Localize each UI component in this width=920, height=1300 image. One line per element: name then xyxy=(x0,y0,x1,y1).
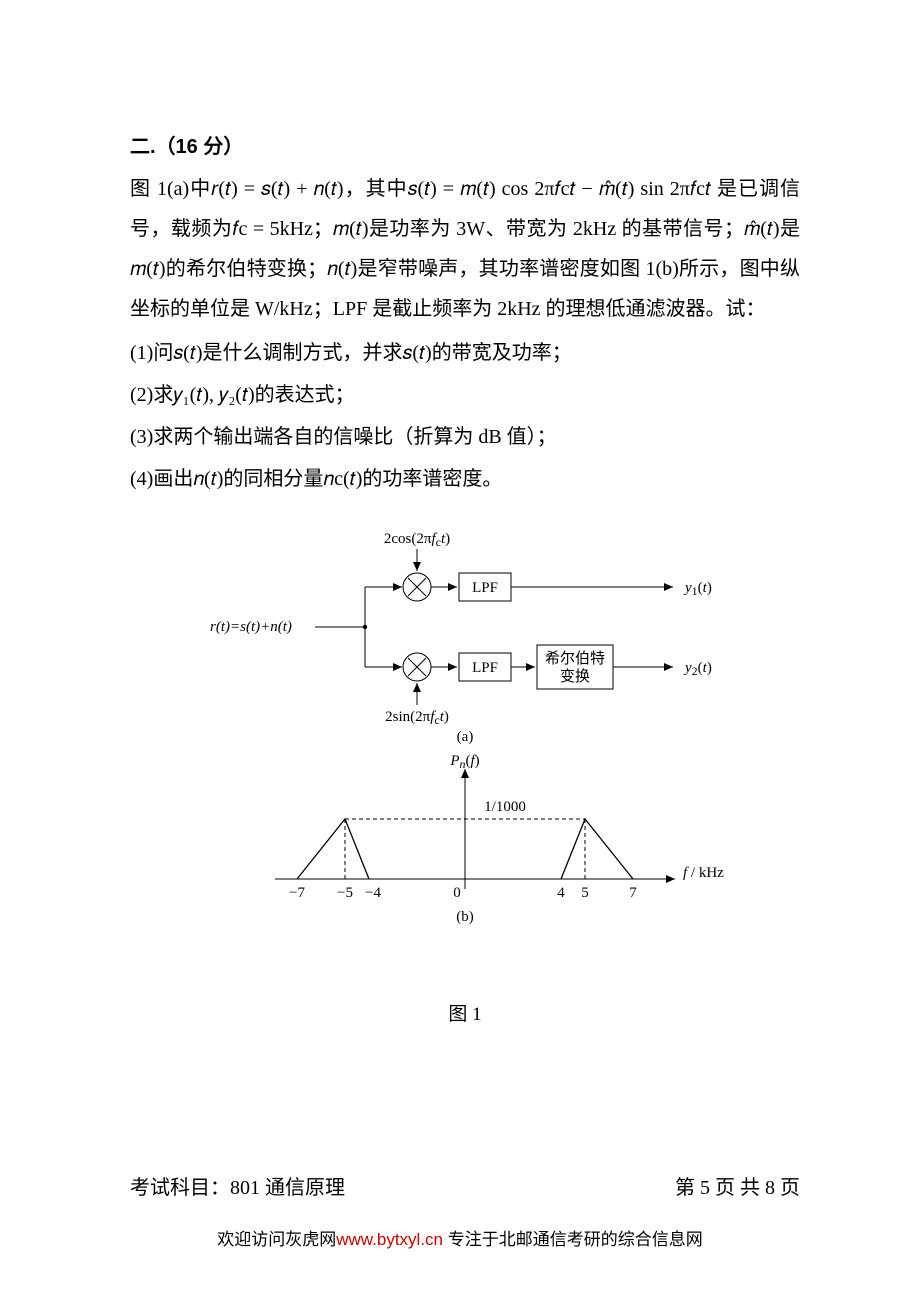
xtick-4: 4 xyxy=(557,885,565,901)
footer-page: 第 5 页 共 8 页 xyxy=(675,1171,800,1200)
y2-label: y2(t) xyxy=(683,660,712,678)
xtick-7: 7 xyxy=(629,885,637,901)
xtick--4: −4 xyxy=(365,885,381,901)
question-1: (1)问𝑠(𝑡)是什么调制方式，并求𝑠(𝑡)的带宽及功率； xyxy=(130,333,800,373)
footer-subject: 考试科目：801 通信原理 xyxy=(130,1171,345,1200)
diagram-b: Pn(f) f / kHz 1/1000 −7 −5 −4 0 4 5 7 (b… xyxy=(275,753,724,925)
question-3: (3)求两个输出端各自的信噪比（折算为 dB 值）； xyxy=(130,417,800,457)
watermark-url: www.bytxyl.cn xyxy=(336,1230,443,1249)
lpf-top-label: LPF xyxy=(472,580,498,596)
diagram-a: r(t)=s(t)+n(t) 2cos(2πfct) xyxy=(210,531,712,745)
figure-caption: 图 1 xyxy=(130,999,800,1026)
xtick-0: 0 xyxy=(453,885,461,901)
hilbert-label-2: 变换 xyxy=(560,668,590,685)
problem-statement: 图 1(a)中𝑟(𝑡) = 𝑠(𝑡) + 𝑛(𝑡)，其中𝑠(𝑡) = 𝑚(𝑡) … xyxy=(130,169,800,329)
watermark-pre: 欢迎访问灰虎网 xyxy=(217,1230,336,1249)
psd-peak-label: 1/1000 xyxy=(484,799,526,815)
xtick-5: 5 xyxy=(581,885,589,901)
xtick--5: −5 xyxy=(337,885,353,901)
figure-1: r(t)=s(t)+n(t) 2cos(2πfct) xyxy=(130,529,800,949)
psd-ylabel: Pn(f) xyxy=(449,753,479,771)
y1-label: y1(t) xyxy=(683,580,712,598)
psd-xlabel: f / kHz xyxy=(683,865,724,881)
diagram-b-caption: (b) xyxy=(456,909,474,925)
lpf-bottom-label: LPF xyxy=(472,660,498,676)
watermark-post: 专注于北邮通信考研的综合信息网 xyxy=(443,1230,703,1249)
psd-left-triangle xyxy=(297,819,369,879)
problem-heading: 二.（16 分） xyxy=(130,130,800,159)
page-footer: 考试科目：801 通信原理 第 5 页 共 8 页 xyxy=(130,1171,800,1200)
xtick--7: −7 xyxy=(289,885,305,901)
multiplier-top-icon xyxy=(403,573,431,601)
bottom-oscillator-label: 2sin(2πfct) xyxy=(385,709,449,727)
psd-right-triangle xyxy=(561,819,633,879)
top-oscillator-label: 2cos(2πfct) xyxy=(384,531,450,549)
diagram-a-caption: (a) xyxy=(457,729,474,745)
question-4: (4)画出𝑛(𝑡)的同相分量𝑛c(𝑡)的功率谱密度。 xyxy=(130,459,800,499)
question-2: (2)求𝑦₁(𝑡), 𝑦₂(𝑡)的表达式； xyxy=(130,375,800,415)
multiplier-bottom-icon xyxy=(403,653,431,681)
figure-svg: r(t)=s(t)+n(t) 2cos(2πfct) xyxy=(205,529,725,949)
watermark-line: 欢迎访问灰虎网www.bytxyl.cn 专注于北邮通信考研的综合信息网 xyxy=(0,1225,920,1250)
hilbert-label-1: 希尔伯特 xyxy=(545,650,605,667)
input-label: r(t)=s(t)+n(t) xyxy=(210,619,292,635)
